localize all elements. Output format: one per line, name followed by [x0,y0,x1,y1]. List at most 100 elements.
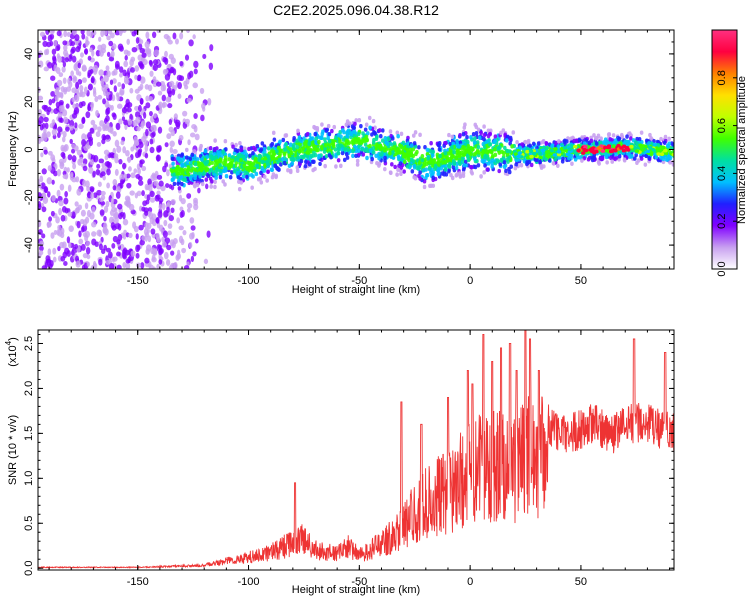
spectrogram-cell [139,47,145,54]
spectrogram-cell [175,121,181,130]
spectrogram-cell [112,256,118,262]
spectrogram-cell [106,35,111,41]
spectrogram-cell [84,202,89,210]
spectrogram-cell [104,154,109,161]
spectrogram-cell [67,77,71,85]
spectrogram-cell [399,144,404,149]
spectrogram-cell [99,49,104,57]
spectrogram-cell [172,149,178,154]
spectrogram-cell [420,157,425,163]
spectrogram-cell [153,49,160,57]
spectrogram-cell [94,96,99,103]
spectrogram-cell [51,194,56,202]
spectrogram-cell [488,142,492,147]
spectrogram-cell [342,130,346,135]
snr-panel: -150 -100 -50 0 50 0.0 0.5 1.0 1.5 2.0 2.5 Height… [4,329,675,596]
spectrogram-cell [454,156,458,161]
spectrogram-cell [170,156,175,162]
spectrogram-cell [133,141,140,147]
spectrogram-cell [116,264,122,269]
spectrogram-cell [44,186,49,194]
spectrogram-cell [354,118,359,123]
spectrogram-cell [330,128,334,134]
spectrogram-cell [556,150,562,154]
spectrogram-cell [614,152,618,157]
snr-series-line [38,330,674,569]
spectrogram-cell [429,183,434,189]
spectrogram-cell [91,238,97,246]
spectrogram-cell [366,131,370,136]
spectrogram-cell [45,30,50,36]
spectrogram-cell [103,74,109,83]
spectrogram-cell [135,36,140,44]
spectrogram-cell [313,166,317,172]
spectrogram-cell [427,165,432,171]
spectrogram-cell [56,229,60,236]
spectrogram-cell [262,146,267,152]
spectrogram-cell [513,152,519,156]
spectrogram-cell [214,155,219,160]
spectrogram-cell [552,153,558,157]
spectrogram-cell [87,69,92,77]
spectrogram-cell [53,170,58,177]
spectrogram-cell [282,151,287,156]
spectrogram-cell [226,163,231,168]
spectrogram-cell [58,72,64,78]
spectrogram-cell [157,126,163,134]
spectrogram-cell [62,40,68,46]
spectrogram-cell [509,164,514,169]
spectrogram-cell [122,146,127,154]
spectrogram-cell [563,138,567,143]
spectrogram-cell [147,235,152,243]
spectrogram-cell [333,147,338,152]
spectrogram-cell [149,70,154,77]
spectrogram-cell [572,149,578,153]
spectrogram-cell [41,168,47,175]
spectrogram-cell [53,39,58,47]
y-tick-label: 0 [23,146,35,152]
spectrogram-cell [165,96,172,103]
spectrogram-cell [190,152,195,158]
spectrogram-cell [184,147,189,153]
spectrogram-cell [493,152,498,158]
spectrogram-cell [193,161,198,167]
spectrogram-cell [656,143,661,148]
spectrogram-cell [163,33,170,40]
spectrogram-cell [312,150,316,155]
spectrogram-cell [663,148,668,153]
spectrogram-cell [415,149,419,155]
spectrogram-cell [251,161,256,166]
spectrogram-cell [81,77,87,83]
spectrogram-cell [38,203,42,210]
spectrogram-cell [457,171,462,176]
spectrogram-cell [62,49,69,57]
spectrogram-cell [493,147,497,152]
spectrogram-cell [100,190,106,196]
spectrogram-cell [91,221,97,228]
spectrogram-cell [38,95,44,101]
spectrogram-cell [170,169,174,174]
colorbar-ticks: 0.0 0.2 0.4 0.6 0.8 [716,70,737,277]
spectrogram-cell [205,167,210,172]
spectrogram-cell [143,207,149,213]
spectrogram-cell [118,30,123,37]
spectrogram-cell [72,30,78,36]
spectrogram-cell [239,147,244,152]
spectrogram-cell [51,119,56,126]
spectrogram-cell [239,157,243,163]
spectrogram-marks [38,30,674,269]
spectrogram-cell [126,38,130,45]
spectrogram-cell [462,162,466,168]
y-tick-label: 2.5 [23,336,35,351]
spectrogram-cell [85,246,91,255]
spectrogram-cell [146,194,151,201]
spectrogram-cell [471,132,476,137]
spectrogram-cell [497,168,502,174]
spectrogram-cell [255,164,260,169]
spectrogram-cell [540,139,545,145]
spectrogram-cell [405,164,410,169]
spectrogram-cell [199,143,203,149]
spectrogram-cell [326,123,331,129]
spectrogram-cell [81,133,87,141]
spectrogram-cell [44,122,49,130]
